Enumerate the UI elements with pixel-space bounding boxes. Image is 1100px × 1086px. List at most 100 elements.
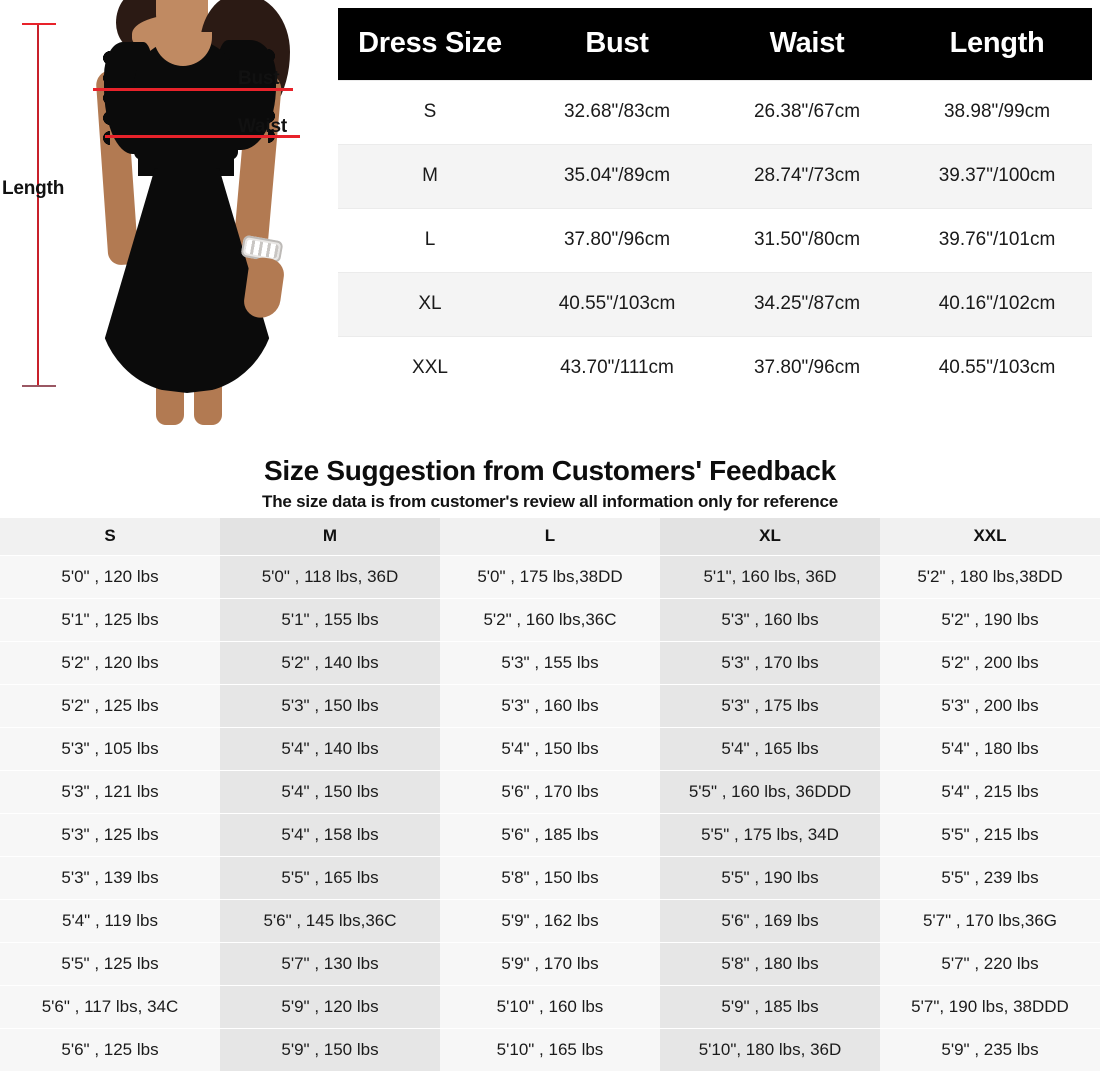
list-item: 5'9" , 120 lbs <box>220 984 440 1028</box>
list-item: 5'8" , 150 lbs <box>440 855 660 899</box>
list-item: 5'2" , 200 lbs <box>880 640 1100 684</box>
ruffle-edge-left <box>96 48 110 148</box>
list-item: 5'7" , 220 lbs <box>880 941 1100 985</box>
feedback-column-header-m: M <box>220 518 440 555</box>
feedback-column-header-xl: XL <box>660 518 880 555</box>
cell-bust: 35.04"/89cm <box>522 143 712 208</box>
ruffle-edge-right <box>268 46 282 146</box>
cell-bust: 32.68"/83cm <box>522 79 712 144</box>
table-row: 5'3" , 125 lbs 5'4" , 158 lbs 5'6" , 185 l… <box>0 812 1100 856</box>
cell-size: XXL <box>338 335 522 400</box>
list-item: 5'6" , 185 lbs <box>440 812 660 856</box>
list-item: 5'5" , 239 lbs <box>880 855 1100 899</box>
list-item: 5'2" , 160 lbs,36C <box>440 597 660 641</box>
feedback-column-header-l: L <box>440 518 660 555</box>
bust-measure-line <box>93 88 293 91</box>
list-item: 5'9" , 162 lbs <box>440 898 660 942</box>
list-item: 5'6" , 117 lbs, 34C <box>0 984 220 1028</box>
list-item: 5'1" , 125 lbs <box>0 597 220 641</box>
cell-bust: 37.80"/96cm <box>522 207 712 272</box>
length-cap-bottom <box>22 385 56 387</box>
list-item: 5'5" , 160 lbs, 36DDD <box>660 769 880 813</box>
list-item: 5'9" , 150 lbs <box>220 1027 440 1071</box>
right-hand <box>241 255 286 321</box>
top-section: Bust Waist Length Dress Size Bust Waist … <box>0 0 1100 425</box>
list-item: 5'9" , 170 lbs <box>440 941 660 985</box>
list-item: 5'2" , 125 lbs <box>0 683 220 727</box>
waist-measure-line <box>105 135 300 138</box>
list-item: 5'6" , 145 lbs,36C <box>220 898 440 942</box>
list-item: 5'2" , 180 lbs,38DD <box>880 554 1100 598</box>
customer-feedback-section: Size Suggestion from Customers' Feedback… <box>0 425 1100 1086</box>
list-item: 5'4" , 165 lbs <box>660 726 880 770</box>
list-item: 5'5" , 165 lbs <box>220 855 440 899</box>
list-item: 5'3" , 121 lbs <box>0 769 220 813</box>
column-header-bust: Bust <box>522 8 712 80</box>
list-item: 5'3" , 105 lbs <box>0 726 220 770</box>
length-label: Length <box>2 178 65 199</box>
feedback-column-header-s: S <box>0 518 220 555</box>
table-row: 5'3" , 121 lbs 5'4" , 150 lbs 5'6" , 170 l… <box>0 769 1100 813</box>
cell-waist: 37.80"/96cm <box>712 335 902 400</box>
cell-bust: 43.70"/111cm <box>522 335 712 400</box>
list-item: 5'0" , 118 lbs, 36D <box>220 554 440 598</box>
length-measure-line <box>37 24 39 386</box>
column-header-waist: Waist <box>712 8 902 80</box>
list-item: 5'3" , 155 lbs <box>440 640 660 684</box>
cell-size: XL <box>338 271 522 336</box>
list-item: 5'3" , 125 lbs <box>0 812 220 856</box>
cell-waist: 28.74"/73cm <box>712 143 902 208</box>
feedback-header-row: S M L XL XXL <box>0 518 1100 555</box>
list-item: 5'10" , 160 lbs <box>440 984 660 1028</box>
list-item: 5'4" , 158 lbs <box>220 812 440 856</box>
cell-size: S <box>338 79 522 144</box>
list-item: 5'7" , 130 lbs <box>220 941 440 985</box>
cell-length: 39.37"/100cm <box>902 143 1092 208</box>
cell-length: 40.55"/103cm <box>902 335 1092 400</box>
feedback-title: Size Suggestion from Customers' Feedback <box>264 455 836 486</box>
list-item: 5'10", 180 lbs, 36D <box>660 1027 880 1071</box>
list-item: 5'6" , 169 lbs <box>660 898 880 942</box>
list-item: 5'1" , 155 lbs <box>220 597 440 641</box>
list-item: 5'7" , 170 lbs,36G <box>880 898 1100 942</box>
table-row: 5'3" , 139 lbs 5'5" , 165 lbs 5'8" , 150 l… <box>0 855 1100 899</box>
list-item: 5'5" , 190 lbs <box>660 855 880 899</box>
feedback-column-header-xxl: XXL <box>880 518 1100 555</box>
waist-label: Waist <box>238 116 287 137</box>
list-item: 5'3" , 160 lbs <box>440 683 660 727</box>
dress-illustration: Bust Waist Length <box>0 0 330 425</box>
feedback-table: S M L XL XXL 5'0" , 120 lbs 5'0" , 118 lb… <box>0 518 1100 1071</box>
table-row: 5'2" , 125 lbs 5'3" , 150 lbs 5'3" , 160 l… <box>0 683 1100 727</box>
list-item: 5'5" , 215 lbs <box>880 812 1100 856</box>
table-row: 5'3" , 105 lbs 5'4" , 140 lbs 5'4" , 150 l… <box>0 726 1100 770</box>
cell-waist: 31.50"/80cm <box>712 207 902 272</box>
table-row: XXL 43.70"/111cm 37.80"/96cm 40.55"/103c… <box>338 335 1092 400</box>
list-item: 5'5" , 125 lbs <box>0 941 220 985</box>
list-item: 5'0" , 175 lbs,38DD <box>440 554 660 598</box>
list-item: 5'3" , 139 lbs <box>0 855 220 899</box>
list-item: 5'9" , 185 lbs <box>660 984 880 1028</box>
cell-waist: 26.38"/67cm <box>712 79 902 144</box>
cell-size: M <box>338 143 522 208</box>
list-item: 5'4" , 215 lbs <box>880 769 1100 813</box>
table-row: XL 40.55"/103cm 34.25"/87cm 40.16"/102cm <box>338 271 1092 336</box>
table-row: 5'2" , 120 lbs 5'2" , 140 lbs 5'3" , 155 l… <box>0 640 1100 684</box>
list-item: 5'7", 190 lbs, 38DDD <box>880 984 1100 1028</box>
list-item: 5'3" , 160 lbs <box>660 597 880 641</box>
list-item: 5'4" , 150 lbs <box>220 769 440 813</box>
list-item: 5'4" , 140 lbs <box>220 726 440 770</box>
feedback-table-body: 5'0" , 120 lbs 5'0" , 118 lbs, 36D 5'0" , … <box>0 554 1100 1071</box>
list-item: 5'5" , 175 lbs, 34D <box>660 812 880 856</box>
list-item: 5'6" , 170 lbs <box>440 769 660 813</box>
list-item: 5'0" , 120 lbs <box>0 554 220 598</box>
table-row: L 37.80"/96cm 31.50"/80cm 39.76"/101cm <box>338 207 1092 272</box>
cell-bust: 40.55"/103cm <box>522 271 712 336</box>
model-figure <box>60 0 325 425</box>
table-row: M 35.04"/89cm 28.74"/73cm 39.37"/100cm <box>338 143 1092 208</box>
size-table-header-row: Dress Size Bust Waist Length <box>338 8 1092 80</box>
list-item: 5'4" , 119 lbs <box>0 898 220 942</box>
cell-length: 40.16"/102cm <box>902 271 1092 336</box>
list-item: 5'10" , 165 lbs <box>440 1027 660 1071</box>
list-item: 5'3" , 200 lbs <box>880 683 1100 727</box>
